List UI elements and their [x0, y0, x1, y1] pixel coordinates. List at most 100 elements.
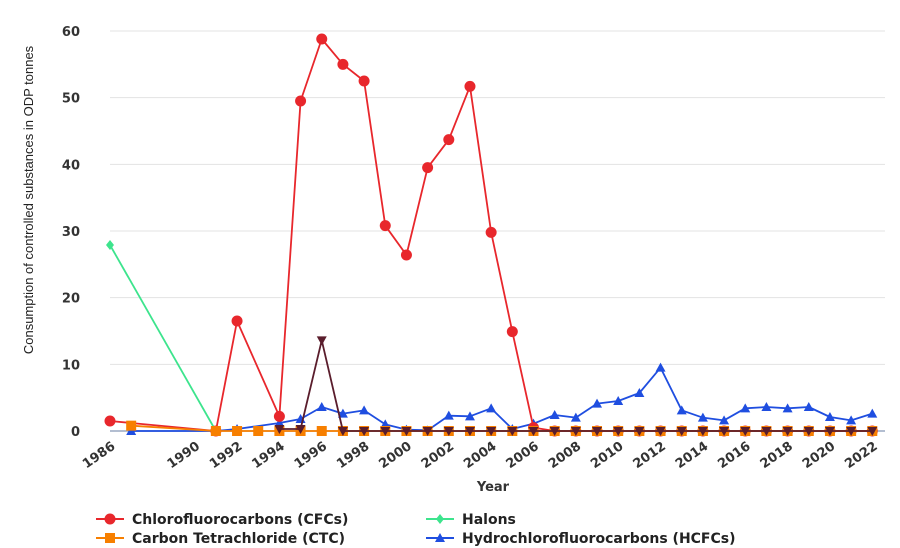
data-point [232, 426, 243, 436]
data-point [274, 418, 285, 427]
data-point [316, 336, 327, 346]
data-point [210, 426, 221, 436]
data-point [359, 405, 370, 415]
data-point [697, 412, 708, 422]
data-point [761, 427, 772, 436]
y-tick-labels: 0 10 20 30 40 50 60 [62, 25, 80, 440]
data-point [104, 513, 116, 525]
legend-label: Hydrochlorofluorocarbons (HCFCs) [462, 531, 736, 547]
data-point [485, 226, 497, 238]
data-point [379, 220, 391, 232]
x-tick-label: 2018 [758, 439, 796, 472]
data-point [613, 427, 624, 436]
data-point [273, 410, 285, 422]
x-tick-label: 1986 [80, 439, 118, 472]
legend-item: Halons [426, 512, 516, 528]
legend-label: Halons [462, 512, 516, 528]
data-point [676, 427, 687, 436]
data-point [422, 427, 433, 436]
data-series [104, 33, 878, 437]
series-0 [104, 33, 878, 437]
gridlines [110, 30, 885, 432]
data-point [464, 80, 476, 92]
data-point [507, 427, 518, 436]
legend-label: Chlorofluorocarbons (CFCs) [132, 512, 348, 528]
x-tick-label: 2008 [546, 439, 584, 472]
x-tick-label: 1996 [292, 439, 330, 472]
data-point [613, 396, 624, 405]
data-point [719, 415, 730, 425]
series-1 [106, 240, 220, 436]
data-point [337, 427, 348, 436]
data-point [316, 33, 328, 45]
legend: Chlorofluorocarbons (CFCs) Halons Carbon T… [96, 512, 736, 547]
y-tick-label: 30 [62, 225, 80, 240]
data-point [443, 427, 454, 436]
x-tick-label: 2016 [715, 439, 753, 472]
data-point [295, 425, 306, 434]
data-point [824, 412, 835, 421]
y-tick-label: 50 [62, 92, 80, 107]
data-point [782, 427, 793, 436]
data-point [435, 533, 445, 542]
data-point [104, 415, 116, 427]
x-tick-label: 1994 [249, 439, 287, 472]
data-point [253, 426, 264, 436]
y-tick-label: 60 [62, 25, 80, 40]
legend-item: Hydrochlorofluorocarbons (HCFCs) [426, 531, 736, 547]
x-tick-label: 2000 [376, 439, 414, 472]
y-axis-title: Consumption of controlled substances in … [21, 45, 36, 354]
data-point [106, 240, 114, 250]
x-tick-label: 2002 [419, 439, 457, 472]
data-point [486, 427, 497, 436]
data-point [655, 362, 666, 372]
data-point [846, 427, 857, 436]
data-point [337, 58, 349, 70]
data-point [295, 95, 307, 107]
data-point [380, 427, 391, 436]
data-point [231, 315, 243, 327]
x-tick-label: 1998 [334, 439, 372, 472]
legend-label: Carbon Tetrachloride (CTC) [132, 531, 345, 547]
series-line [131, 366, 873, 432]
data-point [676, 405, 687, 415]
data-point [719, 427, 730, 436]
x-tick-label: 1990 [165, 439, 203, 472]
data-point [592, 427, 603, 436]
data-point [274, 425, 285, 434]
data-point [337, 408, 348, 418]
data-point [867, 427, 878, 436]
x-axis-title: Year [476, 480, 510, 495]
data-point [401, 427, 412, 436]
legend-item: Chlorofluorocarbons (CFCs) [96, 512, 348, 528]
legend-item: Carbon Tetrachloride (CTC) [96, 531, 345, 547]
y-tick-label: 40 [62, 158, 80, 173]
data-point [867, 408, 878, 418]
series-4 [274, 336, 878, 436]
data-point [506, 326, 518, 338]
data-point [824, 427, 835, 436]
data-point [570, 427, 581, 436]
data-point [549, 410, 560, 419]
data-point [803, 402, 814, 411]
data-point [316, 426, 327, 436]
data-point [443, 134, 455, 146]
data-point [443, 410, 454, 420]
x-tick-label: 1992 [207, 439, 245, 472]
data-point [846, 415, 857, 425]
data-point [549, 427, 560, 436]
data-point [592, 398, 603, 408]
x-tick-label: 2020 [800, 439, 838, 472]
data-point [740, 403, 751, 413]
x-tick-label: 2004 [461, 439, 499, 472]
data-point [359, 427, 370, 436]
x-tick-label: 2010 [588, 439, 626, 472]
series-3 [126, 362, 878, 435]
data-point [464, 427, 475, 436]
x-tick-label: 2012 [631, 439, 669, 472]
data-point [634, 388, 645, 397]
series-line [109, 244, 217, 432]
data-point [697, 427, 708, 436]
data-point [105, 533, 115, 543]
data-point [803, 427, 814, 436]
